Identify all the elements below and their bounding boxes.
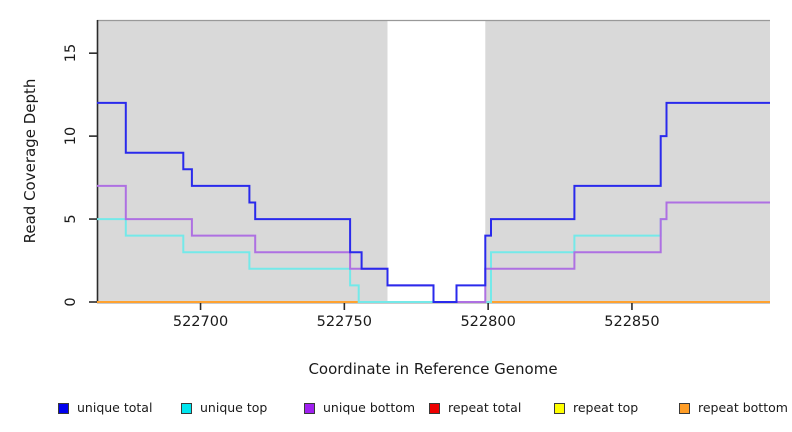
x-tick-label: 522750	[316, 314, 372, 330]
y-tick-label: 0	[63, 297, 79, 307]
y-tick-label: 15	[63, 43, 79, 63]
y-tick-label: 10	[63, 126, 79, 146]
x-tick-label: 522850	[604, 314, 660, 330]
y-tick-label: 5	[63, 214, 79, 224]
x-axis-title: Coordinate in Reference Genome	[308, 360, 558, 378]
highlight-band	[387, 20, 486, 302]
series-line-unique-total	[97, 101, 770, 303]
x-tick-label: 522800	[460, 314, 516, 330]
x-tick-label: 522700	[172, 314, 229, 330]
y-axis-title: Read Coverage Depth	[21, 78, 39, 244]
